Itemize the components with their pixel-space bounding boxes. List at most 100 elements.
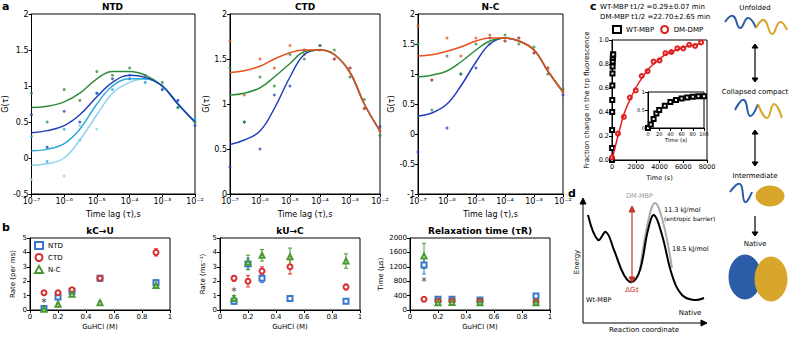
svg-text:1.5: 1.5 [16, 46, 29, 55]
svg-text:2: 2 [222, 10, 227, 19]
svg-text:10⁻³: 10⁻³ [153, 197, 171, 206]
svg-text:0: 0 [213, 306, 217, 314]
svg-text:2000: 2000 [389, 234, 407, 242]
svg-text:2: 2 [23, 277, 27, 285]
svg-text:1: 1 [358, 313, 362, 321]
svg-text:0: 0 [28, 313, 32, 321]
svg-text:1: 1 [23, 292, 27, 300]
svg-text:0.4: 0.4 [460, 313, 472, 321]
svg-text:1: 1 [222, 100, 227, 109]
svg-text:0.5: 0.5 [402, 100, 415, 109]
svg-text:100: 100 [699, 131, 709, 137]
svg-text:0.2: 0.2 [432, 313, 443, 321]
svg-text:10⁻⁵: 10⁻⁵ [281, 197, 299, 206]
svg-text:0: 0 [218, 313, 222, 321]
svg-text:GuHCl (M): GuHCl (M) [462, 323, 498, 331]
svg-text:DM-MBP: DM-MBP [626, 192, 653, 200]
svg-text:3: 3 [213, 263, 217, 271]
svg-text:4000: 4000 [651, 163, 668, 171]
svg-text:1.5: 1.5 [402, 40, 415, 49]
svg-text:10⁻²: 10⁻² [186, 197, 204, 206]
svg-text:c: c [590, 0, 597, 13]
svg-text:800: 800 [394, 277, 407, 285]
svg-text:Native: Native [744, 240, 767, 248]
svg-text:Fraction change in the trp flu: Fraction change in the trp fluorescence [583, 31, 591, 168]
svg-text:Time (µs): Time (µs) [377, 257, 385, 291]
svg-text:1200: 1200 [389, 263, 407, 271]
svg-text:0.4: 0.4 [599, 108, 609, 116]
svg-text:10⁻³: 10⁻³ [341, 197, 359, 206]
svg-text:0: 0 [23, 306, 27, 314]
svg-text:NTD: NTD [48, 242, 63, 250]
svg-text:0.4: 0.4 [80, 313, 92, 321]
svg-text:0: 0 [410, 130, 415, 139]
svg-text:0.6: 0.6 [108, 313, 120, 321]
svg-text:*: * [421, 275, 427, 288]
svg-text:2: 2 [23, 10, 28, 19]
svg-text:0.5: 0.5 [214, 145, 227, 154]
svg-text:Wt-MBP: Wt-MBP [586, 296, 611, 304]
svg-text:0: 0 [642, 125, 645, 131]
svg-text:ΔG‡: ΔG‡ [625, 286, 639, 294]
svg-text:DM-DMP: DM-DMP [674, 26, 704, 34]
svg-text:Reaction coordinate: Reaction coordinate [609, 326, 679, 334]
svg-text:5: 5 [23, 234, 27, 242]
svg-text:2: 2 [213, 277, 217, 285]
svg-text:b: b [2, 221, 10, 234]
svg-text:N-C: N-C [482, 2, 500, 12]
svg-text:4: 4 [213, 248, 218, 256]
svg-text:NTD: NTD [102, 2, 123, 12]
svg-text:0.2: 0.2 [599, 132, 609, 140]
svg-text:400: 400 [394, 292, 407, 300]
svg-text:0.6: 0.6 [298, 313, 310, 321]
svg-text:40: 40 [667, 131, 673, 137]
svg-text:10⁻⁷: 10⁻⁷ [23, 197, 41, 206]
svg-text:1: 1 [642, 89, 645, 95]
svg-text:60: 60 [678, 131, 684, 137]
svg-text:Rate (per ms): Rate (per ms) [9, 250, 17, 298]
svg-text:8000: 8000 [699, 163, 716, 171]
svg-text:Collapsed compact: Collapsed compact [722, 88, 789, 96]
svg-text:1: 1 [548, 313, 552, 321]
svg-text:0.5: 0.5 [637, 107, 645, 113]
svg-text:0.8: 0.8 [326, 313, 337, 321]
svg-text:1: 1 [213, 292, 217, 300]
svg-text:Unfolded: Unfolded [739, 4, 770, 12]
svg-text:0.5: 0.5 [16, 118, 29, 127]
svg-text:1: 1 [168, 313, 172, 321]
svg-text:0.2: 0.2 [242, 313, 253, 321]
svg-text:*: * [231, 285, 237, 298]
svg-text:20: 20 [656, 131, 662, 137]
svg-text:CTD: CTD [295, 2, 315, 12]
svg-text:10⁻⁶: 10⁻⁶ [438, 197, 456, 206]
svg-text:10⁻³: 10⁻³ [525, 197, 543, 206]
svg-text:Time (s): Time (s) [664, 137, 687, 143]
svg-text:0.4: 0.4 [270, 313, 282, 321]
svg-text:10⁻⁴: 10⁻⁴ [311, 197, 329, 206]
svg-text:GuHCl (M): GuHCl (M) [272, 323, 308, 331]
svg-text:Time lag (τ),s: Time lag (τ),s [462, 210, 518, 219]
svg-text:Time (s): Time (s) [645, 174, 672, 182]
svg-text:N-C: N-C [48, 266, 61, 274]
svg-text:kC→U: kC→U [86, 226, 113, 236]
svg-text:GuHCl (M): GuHCl (M) [82, 323, 118, 331]
svg-text:10⁻⁵: 10⁻⁵ [467, 197, 485, 206]
svg-text:Energy: Energy [573, 250, 581, 275]
svg-text:d: d [568, 187, 576, 200]
svg-text:0.2: 0.2 [52, 313, 63, 321]
svg-text:0: 0 [646, 131, 649, 137]
svg-text:Native: Native [679, 309, 702, 317]
svg-text:-0.5: -0.5 [399, 160, 415, 169]
svg-text:0.6: 0.6 [599, 84, 609, 92]
svg-text:3: 3 [23, 263, 27, 271]
svg-text:WT-MBP: WT-MBP [626, 26, 654, 34]
svg-text:a: a [2, 0, 9, 13]
svg-text:2000: 2000 [627, 163, 644, 171]
svg-text:Relaxation time (τR): Relaxation time (τR) [428, 226, 532, 236]
svg-text:0: 0 [23, 154, 28, 163]
svg-text:0: 0 [408, 313, 412, 321]
svg-text:5: 5 [213, 234, 217, 242]
svg-text:10⁻⁴: 10⁻⁴ [496, 197, 514, 206]
svg-text:DM-MBP t1/2 =22.70±2.65 min: DM-MBP t1/2 =22.70±2.65 min [600, 13, 710, 21]
svg-text:10⁻⁷: 10⁻⁷ [221, 197, 239, 206]
